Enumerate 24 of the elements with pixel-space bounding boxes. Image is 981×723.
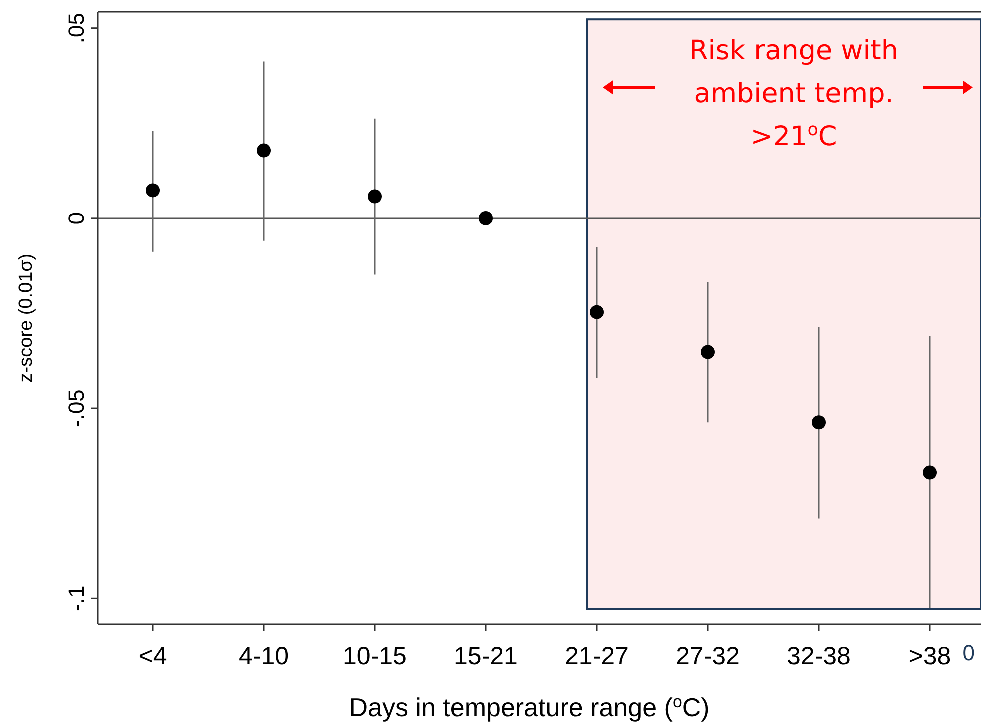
point [923,466,937,480]
x-tick-label: 10-15 [343,642,407,670]
x-tick-label: 27-32 [676,642,740,670]
x-axis-title: Days in temperature range ($^{o}$C) [349,692,710,722]
x-tick-label: 4-10 [238,642,290,670]
point [590,305,604,320]
x-tick-label: 32-38 [787,642,851,670]
y-tick-label: -.05 [64,390,89,428]
point [368,190,382,204]
y-tick-label: 0 [64,212,89,225]
x-tick-label: >38 [908,642,952,670]
point [146,184,160,198]
x-tick-label: 21-27 [565,642,629,670]
point [701,345,715,360]
band-label: Risk range with ambient temp. >21$^{o}$C [690,36,898,153]
point [479,211,493,226]
y-axis-title: z-score (0.01σ) [16,254,37,383]
text: 0 [962,640,975,666]
y-tick-label: -.1 [64,586,89,612]
x-tick-label: <4 [138,642,168,670]
y-tick-label: .05 [64,13,89,44]
point [257,144,271,158]
point [812,416,826,430]
x-tick-label: 15-21 [454,642,518,670]
